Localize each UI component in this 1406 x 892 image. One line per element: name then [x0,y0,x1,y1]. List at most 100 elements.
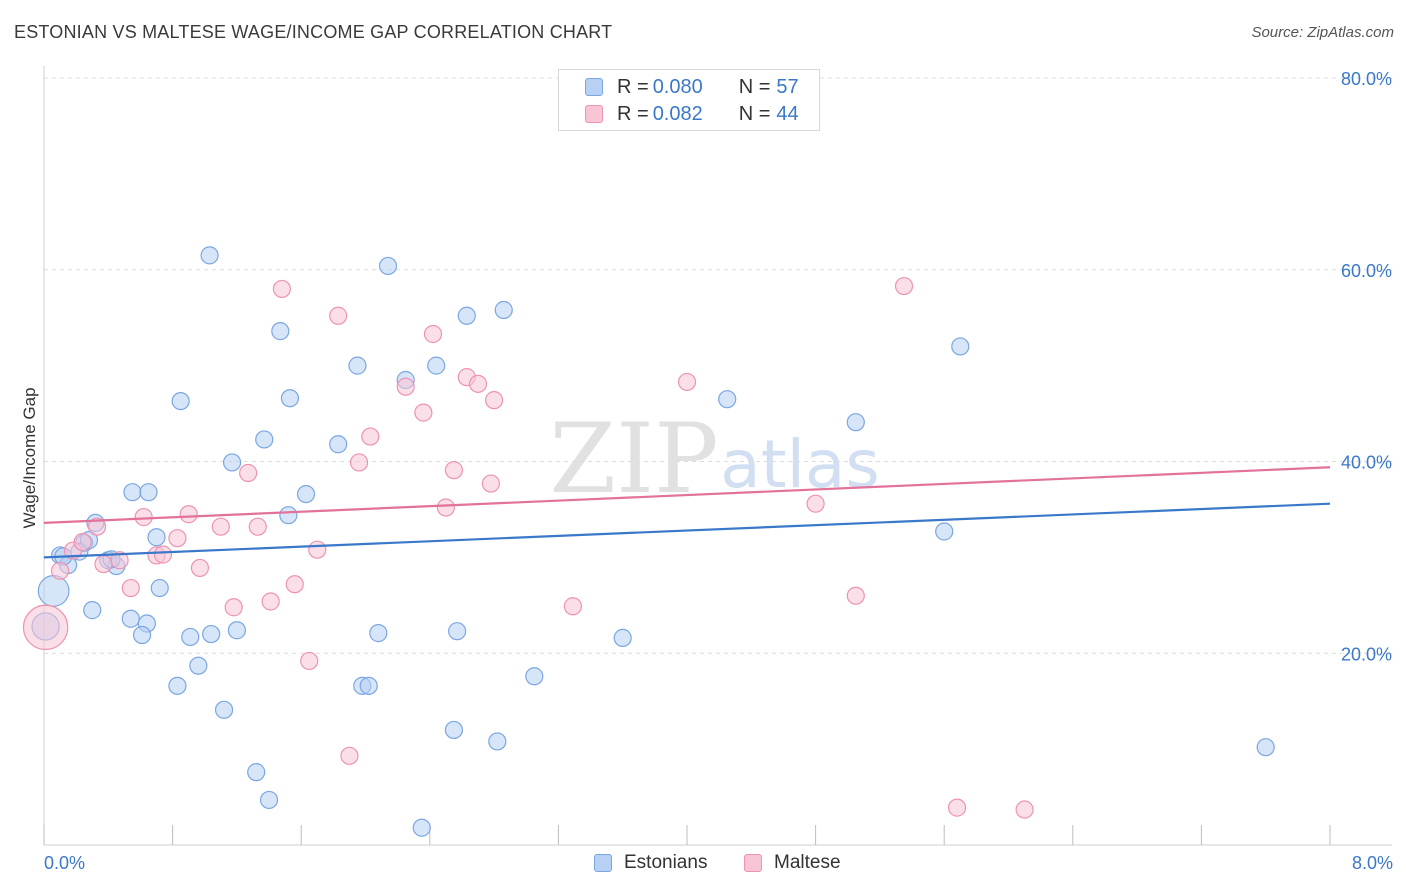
estonians-point [525,667,544,686]
maltese-point [308,540,327,559]
maltese-point [436,498,455,517]
axes [43,66,1392,846]
estonians-point [202,624,221,644]
estonians-point [150,578,169,598]
maltese-point [22,604,69,651]
maltese-point [349,453,369,472]
maltese-point [261,592,280,611]
estonians-point [378,256,398,276]
maltese-point [1015,800,1034,819]
estonians-point [214,700,234,719]
estonians-point [132,625,152,645]
watermark-atlas: atlas [720,426,880,503]
maltese-point [340,746,359,765]
legend-row-maltese: R = 0.082 N = 44 [585,101,799,127]
estonians-point [457,306,476,325]
maltese-point [134,508,153,527]
estonians-point [359,676,378,695]
trend-lines [43,466,1331,559]
y-tick-label: 20.0% [1341,644,1392,664]
maltese-r-value: 0.082 [652,102,703,125]
maltese-point [179,505,198,524]
maltese-point [224,598,243,617]
estonians-point [1256,738,1275,757]
maltese-point [94,554,113,574]
correlation-legend: R = 0.080 N = 57 R = 0.082 N = 44 [558,69,820,131]
y-tick-label: 80.0% [1341,69,1392,89]
maltese-point [87,517,107,536]
estonians-point [171,391,190,411]
estonians-point [37,575,70,607]
y-axis-title: Wage/Income Gap [20,387,39,528]
estonians-point [279,506,298,525]
estonians-point [259,790,279,810]
gridlines [44,77,1392,654]
maltese-legend-label: Maltese [774,852,841,873]
estonians-legend-swatch [594,854,612,872]
estonians-point [200,246,219,265]
estonians-point [222,453,242,472]
maltese-point [211,517,230,536]
maltese-legend-swatch [744,854,762,872]
maltese-point [563,597,582,616]
maltese-point [248,517,267,536]
estonians-trend-line [43,502,1331,559]
maltese-point [285,575,304,594]
estonians-point [369,624,388,643]
estonians-point [227,621,246,640]
estonians-point [951,337,970,356]
maltese-point [846,586,865,605]
estonians-r-label: R = [617,75,649,98]
maltese-point [481,474,500,493]
maltese-point [468,374,488,393]
maltese-point [329,306,348,325]
estonians-point [488,732,507,751]
maltese-point [414,403,433,422]
maltese-point [947,798,967,817]
estonians-point [412,818,431,837]
x-tick-label-max: 8.0% [1352,853,1393,873]
data-points [22,101,1275,837]
maltese-point [110,551,129,570]
maltese-point [423,324,443,344]
maltese-trend-line [43,466,1331,524]
maltese-point [677,372,697,392]
estonians-point [348,356,367,375]
estonians-point [846,413,865,432]
estonians-r-value: 0.080 [652,75,703,98]
maltese-point [894,276,914,296]
maltese-point [153,545,173,564]
estonians-n-value: 57 [776,75,799,98]
maltese-point [444,461,464,480]
estonians-legend-label: Estonians [624,852,708,873]
y-tick-label: 40.0% [1341,453,1392,473]
estonians-point [296,484,316,504]
maltese-point [300,651,319,671]
maltese-swatch [585,105,603,123]
maltese-point [485,391,504,410]
maltese-point [50,561,70,580]
axis-labels: 20.0% 40.0% 60.0% 80.0% 0.0% 8.0% Wage/Income … [20,69,1393,873]
maltese-point [361,427,380,446]
source-credit: Source: ZipAtlas.com [1251,24,1394,41]
series-legend-estonians: Estonians [594,852,707,874]
estonians-point [121,609,140,628]
maltese-n-label: N = [738,102,771,125]
estonians-point [280,389,300,408]
estonians-point [329,435,348,454]
maltese-point [272,279,292,299]
estonians-point [718,390,737,409]
estonians-point [444,720,464,740]
estonians-point [448,622,467,641]
maltese-point [121,578,140,598]
estonians-point [247,763,266,782]
estonians-point [427,356,446,375]
chart-title: ESTONIAN VS MALTESE WAGE/INCOME GAP CORR… [14,22,613,42]
maltese-point [239,463,258,483]
estonians-point [935,522,954,541]
maltese-r-label: R = [617,102,649,125]
maltese-point [73,532,92,552]
series-legend-maltese: Maltese [744,852,841,874]
maltese-point [396,377,415,396]
